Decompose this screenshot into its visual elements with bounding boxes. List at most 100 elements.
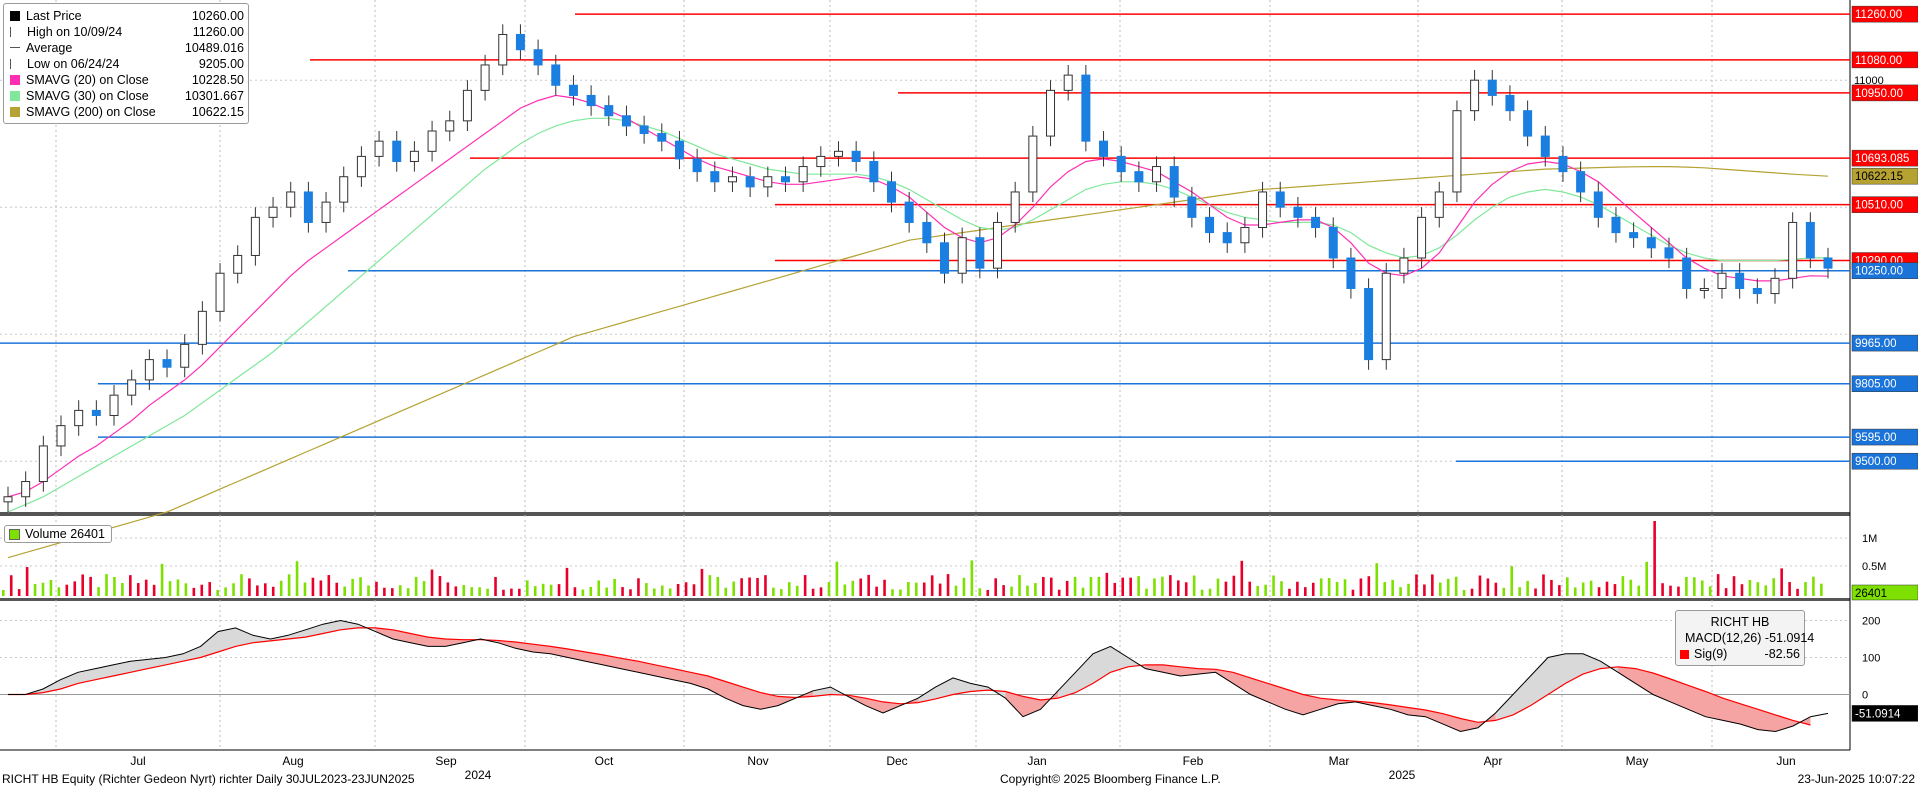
volume-bar bbox=[1327, 578, 1331, 596]
volume-bar bbox=[160, 563, 164, 596]
volume-bar bbox=[1042, 576, 1045, 596]
candle-body bbox=[445, 120, 455, 132]
candle-body bbox=[1593, 191, 1603, 218]
volume-bar bbox=[883, 579, 886, 596]
resistance-tag-text: 10510.00 bbox=[1855, 200, 1903, 212]
volume-bar bbox=[303, 582, 307, 596]
volume-bar bbox=[1073, 576, 1077, 596]
volume-bar bbox=[700, 568, 704, 596]
macd-legend[interactable]: RICHT HB MACD(12,26) -51.0914 Sig(9) -82… bbox=[1675, 610, 1814, 666]
volume-bar bbox=[525, 580, 529, 596]
macd-histogram-band bbox=[445, 639, 463, 647]
resistance-tag-box bbox=[1851, 196, 1918, 213]
volume-bar bbox=[891, 589, 894, 596]
candle-body bbox=[1381, 272, 1391, 361]
candle-body bbox=[1646, 237, 1656, 249]
volume-bar bbox=[645, 583, 648, 596]
volume-bar bbox=[1820, 583, 1823, 596]
candle-body bbox=[1222, 232, 1232, 244]
volume-bar bbox=[184, 583, 188, 596]
legend-high[interactable]: High on 10/09/24 11260.00 bbox=[8, 24, 244, 40]
macd-histogram-band bbox=[1443, 713, 1461, 732]
candle-body bbox=[1205, 216, 1215, 234]
price-levels bbox=[0, 13, 1850, 462]
volume-bar bbox=[1296, 581, 1299, 596]
volume-bar bbox=[311, 577, 315, 596]
month-tick-label: Oct bbox=[595, 754, 614, 768]
resistance-tag-text: 11260.00 bbox=[1855, 9, 1902, 21]
candle-body bbox=[250, 216, 260, 256]
volume-bar bbox=[843, 584, 847, 596]
macd-histogram-band bbox=[1425, 710, 1443, 725]
legend-average[interactable]: Average 10489.016 bbox=[8, 40, 244, 56]
volume-bar bbox=[915, 582, 918, 596]
volume-bar bbox=[708, 575, 712, 596]
candle-body bbox=[339, 176, 349, 203]
volume-bar bbox=[73, 581, 77, 596]
macd-histogram-band bbox=[1320, 698, 1338, 710]
volume-bar bbox=[248, 578, 251, 596]
volume-bar bbox=[1018, 575, 1021, 596]
legend-label: SMAVG (200) on Close bbox=[26, 105, 156, 119]
volume-value: 26401 bbox=[70, 527, 105, 541]
volume-legend[interactable]: Volume 26401 bbox=[4, 525, 112, 543]
volume-bar bbox=[1454, 576, 1458, 596]
candle-body bbox=[56, 425, 66, 447]
volume-bar bbox=[1526, 580, 1529, 596]
volume-bar bbox=[1740, 584, 1744, 596]
volume-bar bbox=[1534, 588, 1537, 596]
legend-sma200[interactable]: SMAVG (200) on Close 10622.15 bbox=[8, 104, 244, 120]
macd-histogram-band bbox=[1005, 691, 1023, 717]
volume-bar bbox=[1685, 576, 1688, 596]
volume-bar bbox=[1438, 582, 1442, 596]
volume-bar bbox=[1200, 589, 1204, 596]
candle-body bbox=[286, 191, 296, 208]
legend-low[interactable]: Low on 06/24/24 9205.00 bbox=[8, 56, 244, 72]
volume-bar bbox=[1264, 584, 1267, 596]
volume-bar bbox=[57, 587, 61, 596]
volume-bar bbox=[65, 584, 69, 596]
macd-tick-label: 0 bbox=[1862, 690, 1868, 702]
volume-bar bbox=[335, 582, 339, 596]
volume-bar bbox=[613, 578, 616, 596]
candle-body bbox=[1470, 79, 1480, 112]
volume-bar bbox=[1153, 578, 1156, 596]
volume-bar bbox=[756, 577, 759, 596]
volume-bar bbox=[629, 589, 632, 596]
candle-body bbox=[1063, 74, 1073, 91]
candle-body bbox=[639, 125, 649, 135]
volume-bar bbox=[740, 578, 743, 596]
candle-body bbox=[1558, 155, 1568, 173]
macd-label: MACD(12,26) bbox=[1685, 631, 1762, 645]
candle-body bbox=[1788, 221, 1798, 279]
support-tag-text: 9500.00 bbox=[1855, 456, 1897, 468]
macd-histogram-band bbox=[1058, 672, 1076, 699]
volume-bar bbox=[240, 574, 243, 596]
volume-bar bbox=[1311, 582, 1315, 596]
legend-sma20[interactable]: SMAVG (20) on Close 10228.50 bbox=[8, 72, 244, 88]
volume-label: Volume bbox=[25, 527, 67, 541]
macd-tag-box bbox=[1851, 705, 1918, 722]
macd-histogram-band bbox=[1093, 646, 1111, 684]
volume-bar bbox=[1335, 581, 1339, 596]
macd-histogram-band bbox=[760, 692, 778, 710]
macd-histogram-band bbox=[1775, 714, 1793, 732]
month-tick-label: Sep bbox=[435, 754, 457, 768]
candle-body bbox=[3, 496, 13, 503]
volume-bar bbox=[1232, 575, 1236, 596]
candle-body bbox=[851, 150, 861, 162]
month-tick-label: Jul bbox=[130, 754, 145, 768]
candle-body bbox=[551, 64, 561, 86]
candle-body bbox=[904, 201, 914, 223]
legend-last-price[interactable]: Last Price 10260.00 bbox=[8, 8, 244, 24]
volume-bar bbox=[803, 575, 807, 596]
volume-bar bbox=[668, 588, 672, 596]
volume-bar bbox=[1240, 560, 1244, 596]
volume-bar bbox=[724, 587, 728, 596]
candle-body bbox=[710, 171, 720, 183]
volume-bar bbox=[168, 581, 172, 596]
legend-sma30[interactable]: SMAVG (30) on Close 10301.667 bbox=[8, 88, 244, 104]
macd-histogram-band bbox=[708, 676, 726, 699]
sma200-tag-text: 10622.15 bbox=[1855, 171, 1903, 183]
